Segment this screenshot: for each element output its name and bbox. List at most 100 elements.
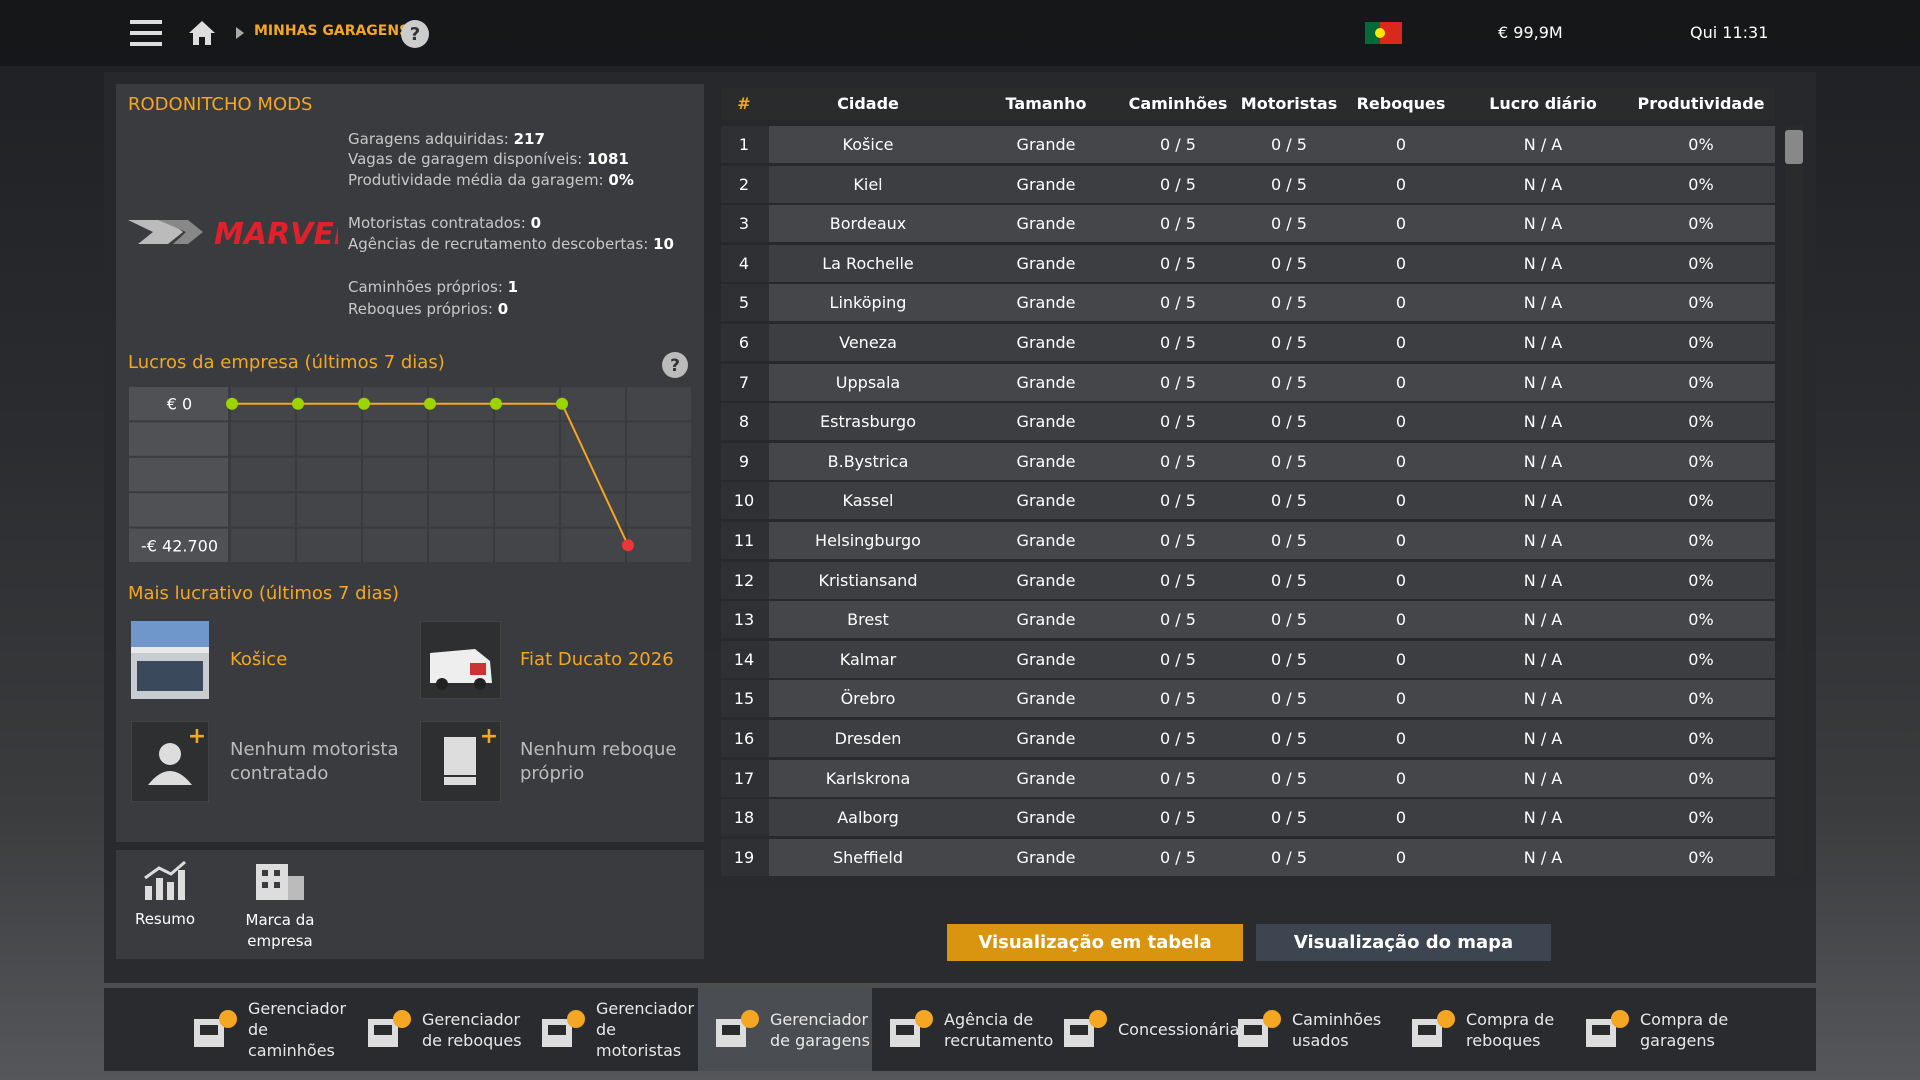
table-cell: Grande — [1016, 610, 1076, 630]
table-row[interactable] — [721, 720, 1775, 757]
table-row[interactable] — [721, 799, 1775, 837]
nav-item[interactable]: Gerenciador de reboques — [350, 988, 524, 1071]
row-number-bg — [721, 442, 769, 480]
table-row[interactable] — [721, 442, 1775, 480]
table-row[interactable] — [721, 640, 1775, 678]
breadcrumb-arrow — [236, 27, 244, 39]
table-cell: Helsingburgo — [815, 531, 921, 550]
summary-icon[interactable] — [143, 860, 189, 902]
table-cell: 0 / 5 — [1271, 768, 1307, 788]
truck-name: Fiat Ducato 2026 — [520, 649, 674, 670]
table-row[interactable] — [721, 522, 1775, 559]
table-cell: 0 — [1395, 491, 1407, 511]
table-cell: Veneza — [839, 333, 897, 352]
home-icon[interactable] — [188, 20, 216, 46]
table-cell: 0 / 5 — [1271, 333, 1307, 352]
nav-item[interactable]: Caminhões usados — [1220, 988, 1394, 1071]
table-cell: 0 / 5 — [1271, 293, 1307, 313]
stat-value: 1 — [507, 278, 519, 296]
row-number-bg — [721, 284, 769, 322]
table-row[interactable] — [721, 324, 1775, 361]
table-row[interactable] — [721, 244, 1775, 282]
table-cell: 1 — [738, 135, 750, 154]
tab-label[interactable]: Resumo — [134, 910, 196, 928]
table-cell: 3 — [738, 214, 750, 234]
icon-accent — [741, 1010, 759, 1028]
table-cell: 0 / 5 — [1271, 412, 1307, 432]
map-view-button[interactable]: Visualização do mapa — [1256, 924, 1551, 961]
nav-icon — [1238, 1010, 1281, 1047]
column-header: # — [737, 94, 751, 113]
help-icon[interactable]: ? — [400, 19, 430, 49]
column-header: Caminhões — [1128, 94, 1228, 113]
table-row[interactable] — [721, 403, 1775, 441]
table-row[interactable] — [721, 482, 1775, 520]
stat-value: 217 — [513, 130, 545, 148]
nav-item[interactable]: Agência de recrutamento — [872, 988, 1053, 1071]
table-row[interactable] — [721, 205, 1775, 243]
stat-label: Agências de recrutamento descobertas: — [348, 235, 649, 253]
table-row[interactable] — [721, 363, 1775, 401]
brand-icon[interactable] — [254, 858, 306, 902]
column-header: Produtividade — [1637, 94, 1765, 113]
stat-line: Caminhões próprios: 1 — [348, 278, 518, 296]
garage-name: Košice — [230, 649, 288, 670]
table-row[interactable] — [721, 680, 1775, 718]
nav-item[interactable]: Concessionárias — [1046, 988, 1248, 1071]
table-row[interactable] — [721, 165, 1775, 203]
driver-slot[interactable]: + — [131, 721, 209, 802]
row-number-bg — [721, 759, 769, 797]
table-cell: 0 — [1395, 333, 1407, 352]
table-cell: 8 — [738, 412, 750, 432]
stat-value: 1081 — [587, 150, 629, 168]
table-cell: 0 — [1395, 570, 1407, 590]
table-cell: 15 — [733, 689, 755, 709]
table-row[interactable] — [721, 601, 1775, 639]
garage-image — [131, 621, 209, 699]
nav-icon — [1064, 1010, 1107, 1047]
table-row[interactable] — [721, 759, 1775, 797]
nav-icon — [716, 1010, 759, 1047]
nav-item[interactable]: Compra de reboques — [1394, 988, 1568, 1071]
table-row[interactable] — [721, 284, 1775, 322]
menu-icon[interactable] — [130, 20, 162, 46]
table-row[interactable] — [721, 838, 1775, 876]
table-cell: 0% — [1688, 174, 1714, 194]
table-cell: 0 / 5 — [1160, 293, 1196, 313]
nav-item[interactable]: Gerenciador de motoristas — [524, 988, 698, 1071]
table-cell: Grande — [1016, 214, 1076, 234]
nav-item[interactable]: Compra de garagens — [1568, 988, 1742, 1071]
nav-icon — [1586, 1010, 1629, 1047]
scrollbar-thumb[interactable] — [1785, 130, 1803, 164]
row-number-bg — [721, 640, 769, 678]
table-cell: 0 — [1395, 610, 1407, 630]
table-cell: N / A — [1523, 531, 1563, 550]
help-icon[interactable]: ? — [661, 351, 689, 379]
table-cell: Grande — [1016, 649, 1076, 669]
row-number-bg — [721, 601, 769, 639]
nav-item[interactable]: Gerenciador de garagens — [698, 988, 872, 1071]
table-cell: 0 / 5 — [1271, 451, 1307, 471]
table-cell: 9 — [738, 451, 750, 471]
table-row[interactable] — [721, 126, 1775, 163]
nav-item[interactable]: Gerenciador de caminhões — [176, 988, 350, 1071]
table-cell: 0 / 5 — [1271, 531, 1307, 550]
table-cell: 0 — [1395, 135, 1407, 154]
stat-label: Motoristas contratados: — [348, 214, 526, 232]
breadcrumb: MINHAS GARAGENS — [254, 23, 410, 39]
stat-line: Reboques próprios: 0 — [348, 300, 508, 318]
trailer-slot[interactable]: + — [420, 721, 501, 802]
table-cell: 0 — [1395, 649, 1407, 669]
table-cell: 0% — [1688, 372, 1714, 392]
table-view-button[interactable]: Visualização em tabela — [947, 924, 1243, 961]
table-row[interactable] — [721, 561, 1775, 599]
row-number-bg — [721, 126, 769, 163]
table-cell: 10 — [733, 491, 755, 511]
tab-label[interactable]: Marca da empresa — [245, 911, 315, 950]
table-cell: 0% — [1688, 531, 1714, 550]
table-cell: 17 — [733, 768, 755, 788]
nav-label: Gerenciador de caminhões — [248, 999, 347, 1060]
icon-accent — [915, 1010, 933, 1028]
